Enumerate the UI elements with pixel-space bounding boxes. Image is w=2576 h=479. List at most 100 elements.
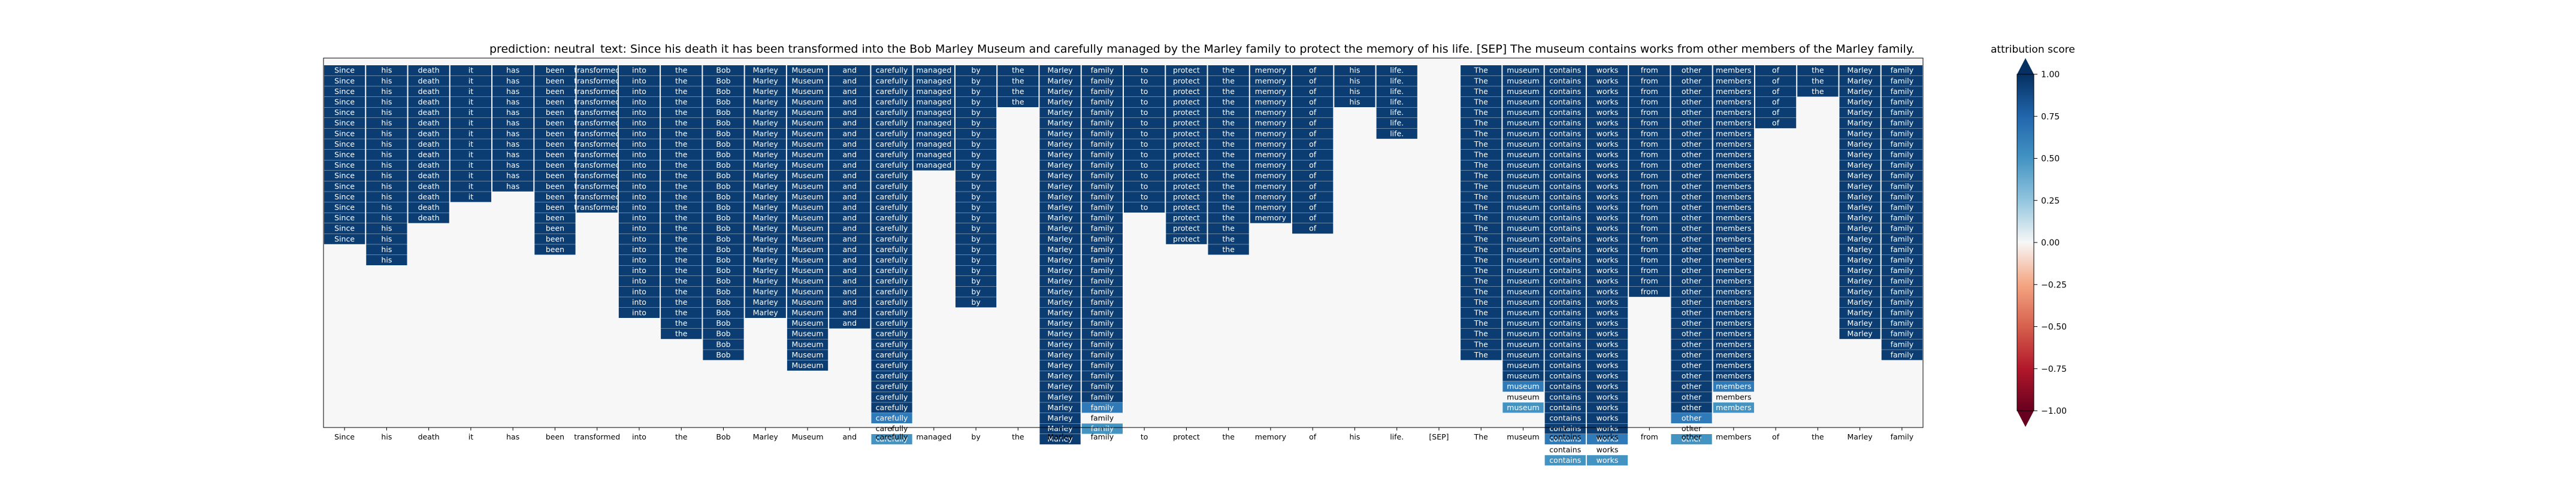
heatmap-cell-label: other [1682, 319, 1702, 328]
heatmap-cell [534, 171, 576, 181]
heatmap-cell [1544, 329, 1586, 339]
heatmap-cell [1544, 307, 1586, 318]
heatmap-cell [871, 381, 912, 392]
heatmap-cell [618, 86, 660, 97]
heatmap-cell-label: the [1222, 140, 1235, 148]
heatmap-cell-label: members [1716, 392, 1751, 401]
heatmap-cell-label: and [843, 308, 857, 317]
heatmap-cell-label: memory [1255, 192, 1287, 201]
heatmap-cell [661, 297, 702, 308]
heatmap-cell-label: family [1091, 119, 1114, 128]
heatmap-cell [450, 171, 492, 181]
heatmap-cell-label: members [1716, 266, 1751, 275]
heatmap-cell-label: family [1091, 371, 1114, 380]
heatmap-cell-label: museum [1507, 329, 1539, 338]
heatmap-cell-label: carefully [876, 403, 908, 412]
heatmap-cell [1292, 86, 1334, 97]
heatmap-cell-label: The [1474, 181, 1489, 190]
heatmap-cell-label: death [418, 213, 440, 222]
heatmap-cell-label: Marley [753, 202, 779, 211]
heatmap-cell-label: family [1091, 277, 1114, 286]
heatmap-cell-label: protect [1173, 150, 1200, 159]
heatmap-cell [576, 86, 618, 97]
heatmap-cell-label: the [675, 76, 688, 85]
heatmap-cell [1250, 107, 1292, 118]
heatmap-cell-label: managed [916, 108, 951, 117]
heatmap-cell [1039, 307, 1081, 318]
heatmap-cell [871, 86, 912, 97]
heatmap-cell [829, 75, 870, 86]
heatmap-cell-label: museum [1507, 360, 1539, 369]
heatmap-cell-label: by [971, 97, 981, 106]
heatmap-cell-label: contains [1549, 371, 1581, 380]
heatmap-cell [324, 234, 365, 244]
heatmap-cell [1502, 318, 1544, 329]
heatmap-cell-label: managed [916, 76, 951, 85]
heatmap-cell-label: it [468, 192, 473, 201]
heatmap-cell [324, 139, 365, 150]
heatmap-cell-label: family [1891, 202, 1914, 211]
heatmap-cell-label: Marley [1048, 202, 1074, 211]
heatmap-cell [1881, 339, 1922, 350]
heatmap-cell-label: his [381, 150, 392, 159]
heatmap-cell-label: the [675, 308, 688, 317]
heatmap-cell-label: works [1597, 97, 1619, 106]
heatmap-cell-label: museum [1507, 213, 1539, 222]
heatmap-cell [1461, 276, 1502, 287]
heatmap-cell-label: carefully [876, 413, 908, 422]
heatmap-cell-label: other [1682, 213, 1702, 222]
heatmap-cell-label: Bob [716, 329, 730, 338]
heatmap-cell-label: family [1091, 87, 1114, 96]
x-tick-label: his [381, 432, 392, 441]
heatmap-cell-label: his [381, 171, 392, 180]
heatmap-cell [1671, 307, 1712, 318]
heatmap-cell [829, 254, 870, 265]
heatmap-cell [1629, 202, 1670, 213]
heatmap-cell-label: Marley [1848, 202, 1873, 211]
heatmap-cell-label: contains [1549, 339, 1581, 348]
heatmap-cell-label: and [843, 224, 857, 233]
heatmap-cell [1208, 75, 1249, 86]
heatmap-cell [618, 160, 660, 171]
heatmap-cell [1586, 202, 1628, 213]
heatmap-cell [1713, 276, 1754, 287]
heatmap-cell-label: Marley [1048, 160, 1074, 169]
heatmap-cell [1755, 65, 1797, 76]
heatmap-cell-label: carefully [876, 360, 908, 369]
heatmap-cell [1166, 65, 1207, 76]
colorbar-tick-label: 0.25 [2041, 196, 2060, 206]
heatmap-cell [913, 86, 954, 97]
heatmap-cell-label: museum [1507, 392, 1539, 401]
heatmap-cell-label: and [843, 266, 857, 275]
heatmap-cell [1713, 139, 1754, 150]
heatmap-cell-label: family [1891, 329, 1914, 338]
heatmap-cell [1039, 86, 1081, 97]
heatmap-cell [1629, 96, 1670, 107]
heatmap-cell [1544, 339, 1586, 350]
heatmap-cell [1839, 213, 1880, 223]
heatmap-cell [1166, 96, 1207, 107]
heatmap-cell [1461, 128, 1502, 139]
heatmap-cell [1166, 160, 1207, 171]
heatmap-cell-label: the [675, 213, 688, 222]
heatmap-cell-label: other [1682, 339, 1702, 348]
heatmap-cell-label: family [1891, 150, 1914, 159]
heatmap-cell-label: members [1716, 277, 1751, 286]
heatmap-cell [492, 128, 534, 139]
heatmap-cell [1839, 149, 1880, 160]
heatmap-cell [1544, 244, 1586, 255]
heatmap-cell-label: members [1716, 202, 1751, 211]
heatmap-cell [1334, 75, 1375, 86]
heatmap-cell-label: death [418, 87, 440, 96]
heatmap-cell [871, 371, 912, 381]
heatmap-cell [618, 202, 660, 213]
heatmap-cell [1713, 181, 1754, 192]
heatmap-cell-label: Marley [753, 119, 779, 128]
heatmap-cell-label: family [1091, 350, 1114, 359]
heatmap-cell-label: protect [1173, 97, 1200, 106]
heatmap-cell [324, 86, 365, 97]
heatmap-cell [829, 286, 870, 297]
heatmap-cell-label: it [468, 108, 473, 117]
heatmap-cell [997, 65, 1039, 76]
heatmap-cell-label: other [1682, 350, 1702, 359]
